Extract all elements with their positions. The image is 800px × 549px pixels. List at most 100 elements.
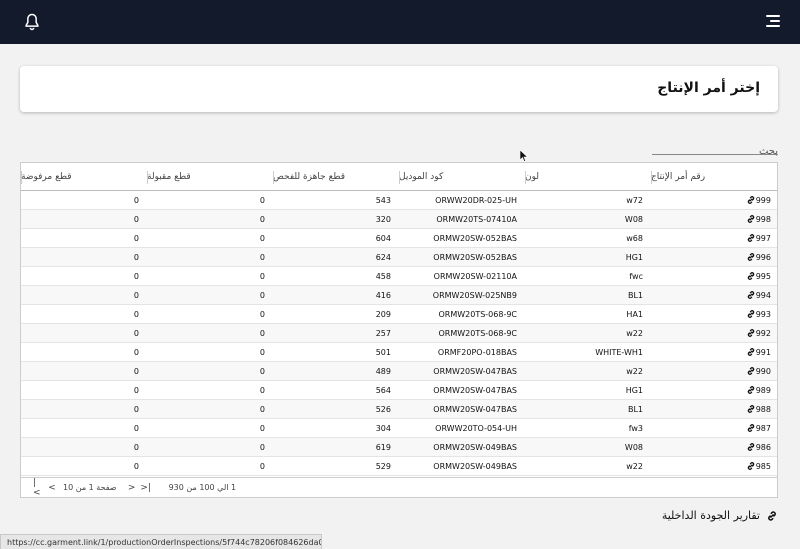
table-row[interactable]: 993 HA1 ORMW20TS-068-9C 209 0 0 — [21, 305, 777, 324]
accepted-pieces-cell-text: 0 — [259, 290, 265, 300]
table-row[interactable]: 992 w22 ORMW20TS-068-9C 257 0 0 — [21, 324, 777, 343]
link-icon[interactable] — [746, 233, 756, 243]
table-row[interactable]: 998 W08 ORMW20TS-07410A 320 0 0 — [21, 210, 777, 229]
link-icon[interactable] — [746, 461, 756, 471]
model-code-cell-text: ORMW20SW-052BAS — [433, 252, 517, 262]
model-code-cell: ORMW20SW-047BAS — [399, 400, 525, 418]
table-row[interactable]: 986 W08 ORMW20SW-049BAS 619 0 0 — [21, 438, 777, 457]
rejected-pieces-cell-text: 0 — [133, 252, 139, 262]
table-row[interactable]: 991 WHITE-WH1 ORMF20PO-018BAS 501 0 0 — [21, 343, 777, 362]
ready-pieces-cell-text: 257 — [375, 328, 391, 338]
table-row[interactable]: 988 BL1 ORMW20SW-047BAS 526 0 0 — [21, 400, 777, 419]
ready-pieces-cell-text: 416 — [375, 290, 391, 300]
table-row[interactable]: 999 w72 ORWW20DR-025-UH 543 0 0 — [21, 191, 777, 210]
model-code-cell: ORMW20TS-068-9C — [399, 324, 525, 342]
ready-pieces-cell-text: 458 — [375, 271, 391, 281]
order-number-cell-text: 995 — [755, 271, 771, 281]
column-header-model-code[interactable]: كود الموديل — [399, 163, 525, 190]
model-code-cell: ORMW20SW-047BAS — [399, 362, 525, 380]
accepted-pieces-cell-text: 0 — [259, 252, 265, 262]
model-code-cell-text: ORWW20TO-054-UH — [435, 423, 517, 433]
color-cell: fw3 — [525, 419, 651, 437]
accepted-pieces-cell: 0 — [147, 191, 273, 209]
order-number-cell: 995 — [651, 267, 777, 285]
order-number-cell: 990 — [651, 362, 777, 380]
order-number-cell: 986 — [651, 438, 777, 456]
accepted-pieces-cell-text: 0 — [259, 214, 265, 224]
link-icon[interactable] — [746, 271, 756, 281]
ready-pieces-cell: 304 — [273, 419, 399, 437]
order-number-cell: 987 — [651, 419, 777, 437]
prev-page-button[interactable]: < — [48, 482, 56, 493]
link-icon[interactable] — [746, 195, 756, 205]
ready-pieces-cell-text: 624 — [375, 252, 391, 262]
rejected-pieces-cell: 0 — [21, 229, 147, 247]
column-header-rejected-pieces[interactable]: قطع مرفوضة — [21, 163, 147, 190]
table-row[interactable]: 987 fw3 ORWW20TO-054-UH 304 0 0 — [21, 419, 777, 438]
color-cell: w68 — [525, 229, 651, 247]
bell-icon[interactable] — [22, 12, 42, 32]
order-number-cell: 998 — [651, 210, 777, 228]
table-row[interactable]: 995 fwc ORMW20SW-02110A 458 0 0 — [21, 267, 777, 286]
accepted-pieces-cell: 0 — [147, 248, 273, 266]
rejected-pieces-cell: 0 — [21, 324, 147, 342]
order-number-cell: 997 — [651, 229, 777, 247]
link-icon[interactable] — [746, 442, 756, 452]
column-header-color[interactable]: لون — [525, 163, 651, 190]
order-number-cell-text: 994 — [755, 290, 771, 300]
ready-pieces-cell: 458 — [273, 267, 399, 285]
link-icon[interactable] — [746, 290, 756, 300]
model-code-cell: ORMW20SW-049BAS — [399, 457, 525, 475]
link-icon[interactable] — [746, 404, 756, 414]
ready-pieces-cell-text: 304 — [375, 423, 391, 433]
color-cell-text: W08 — [624, 442, 643, 452]
order-number-cell: 994 — [651, 286, 777, 304]
ready-pieces-cell: 624 — [273, 248, 399, 266]
order-number-cell-text: 991 — [755, 347, 771, 357]
table-row[interactable]: 996 HG1 ORMW20SW-052BAS 624 0 0 — [21, 248, 777, 267]
column-header-accepted-pieces[interactable]: قطع مقبولة — [147, 163, 273, 190]
column-header-order-number[interactable]: رقم أمر الإنتاج — [651, 163, 777, 190]
link-icon[interactable] — [746, 423, 756, 433]
rejected-pieces-cell-text: 0 — [133, 366, 139, 376]
link-icon[interactable] — [746, 214, 756, 224]
accepted-pieces-cell-text: 0 — [259, 366, 265, 376]
order-number-cell-text: 987 — [755, 423, 771, 433]
link-icon[interactable] — [746, 328, 756, 338]
accepted-pieces-cell-text: 0 — [259, 442, 265, 452]
rejected-pieces-cell: 0 — [21, 457, 147, 475]
mouse-cursor-icon — [520, 150, 528, 162]
order-number-cell: 993 — [651, 305, 777, 323]
rejected-pieces-cell-text: 0 — [133, 347, 139, 357]
link-icon[interactable] — [746, 309, 756, 319]
table-row[interactable]: 989 HG1 ORMW20SW-047BAS 564 0 0 — [21, 381, 777, 400]
column-header-ready-pieces[interactable]: قطع جاهزة للفحص — [273, 163, 399, 190]
table-row[interactable]: 990 w22 ORMW20SW-047BAS 489 0 0 — [21, 362, 777, 381]
next-page-button[interactable]: > — [127, 482, 136, 493]
hamburger-menu-icon[interactable] — [766, 15, 780, 27]
ready-pieces-cell-text: 529 — [375, 461, 391, 471]
model-code-cell: ORMW20SW-02110A — [399, 267, 525, 285]
table-row[interactable]: 997 w68 ORMW20SW-052BAS 604 0 0 — [21, 229, 777, 248]
last-page-button[interactable]: >| — [140, 482, 151, 493]
internal-quality-reports-link[interactable]: تقارير الجودة الداخلية — [662, 509, 778, 522]
link-icon[interactable] — [746, 252, 756, 262]
search-input[interactable] — [652, 144, 778, 159]
link-icon[interactable] — [746, 347, 756, 357]
table-row[interactable]: 994 BL1 ORMW20SW-025NB9 416 0 0 — [21, 286, 777, 305]
search-field[interactable] — [652, 139, 778, 159]
accepted-pieces-cell: 0 — [147, 267, 273, 285]
color-cell-text: HA1 — [626, 309, 643, 319]
accepted-pieces-cell-text: 0 — [259, 385, 265, 395]
order-number-cell-text: 990 — [755, 366, 771, 376]
model-code-cell-text: ORWW20DR-025-UH — [435, 195, 517, 205]
ready-pieces-cell-text: 543 — [375, 195, 391, 205]
link-icon[interactable] — [746, 385, 756, 395]
link-icon[interactable] — [746, 366, 756, 376]
first-page-button[interactable]: |< — [33, 477, 41, 498]
accepted-pieces-cell-text: 0 — [259, 423, 265, 433]
rejected-pieces-cell-text: 0 — [133, 461, 139, 471]
order-number-cell-text: 986 — [755, 442, 771, 452]
table-row[interactable]: 985 w22 ORMW20SW-049BAS 529 0 0 — [21, 457, 777, 476]
rejected-pieces-cell: 0 — [21, 343, 147, 361]
